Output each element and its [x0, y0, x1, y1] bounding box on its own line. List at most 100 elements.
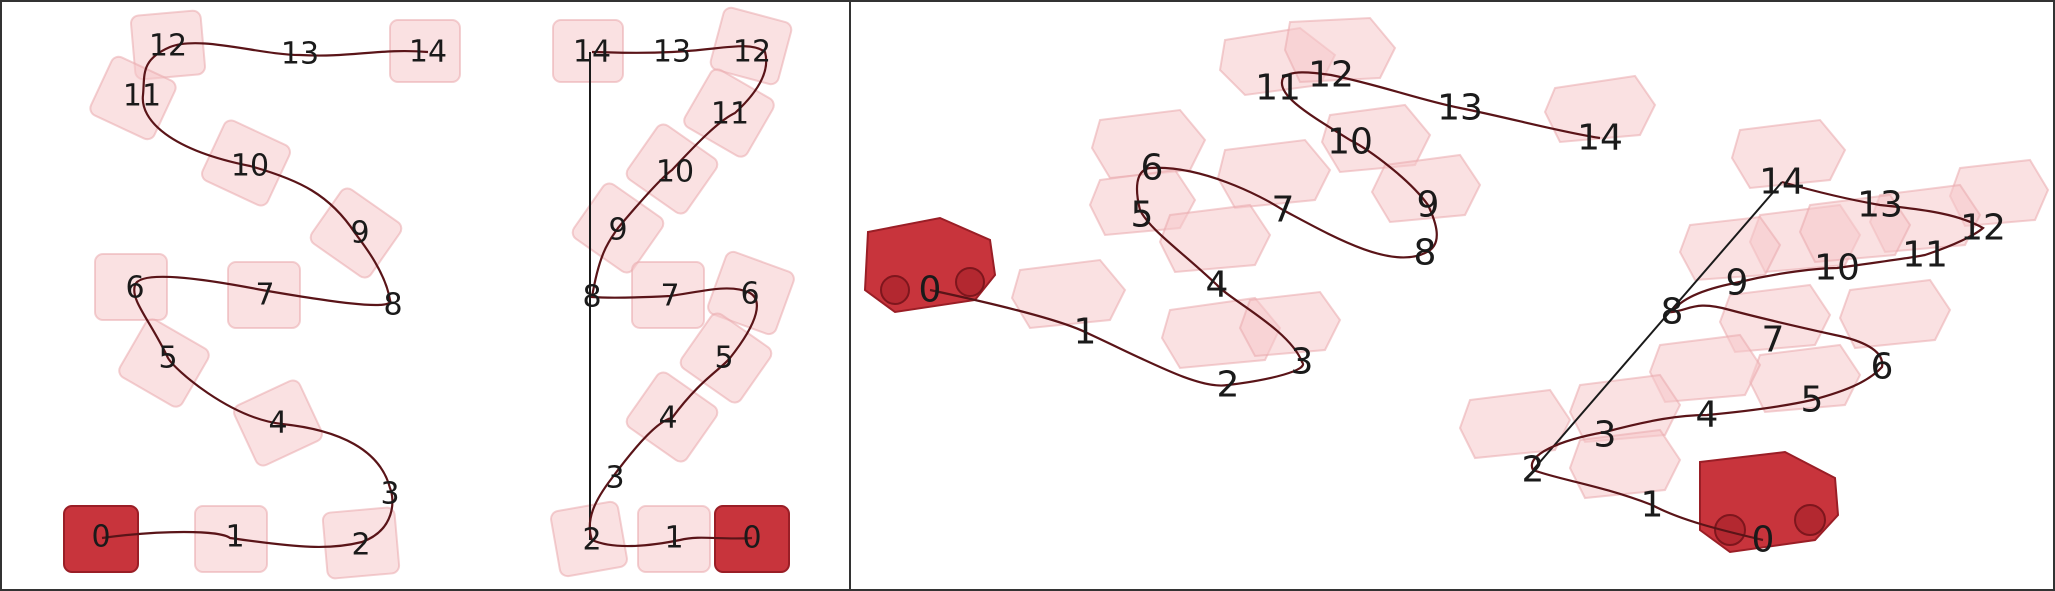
pose-label-8: 8	[1414, 233, 1437, 274]
car-pose-9	[1370, 153, 1482, 224]
pose-label-5: 5	[1801, 380, 1824, 421]
trajectory	[1530, 180, 1985, 542]
car-pose-4	[1158, 203, 1272, 274]
wheel	[880, 275, 910, 305]
pose-label-12: 12	[149, 29, 187, 64]
panel-c: 0 1 2 3 4 5 6 7 8 9 10 11 12 13 14	[863, 16, 1657, 406]
pose-label-12: 12	[1308, 55, 1354, 96]
car-pose-14	[1543, 74, 1657, 144]
car-pose-10	[1798, 193, 1912, 264]
car-pose-1	[1568, 428, 1682, 500]
pose-label-8: 8	[582, 280, 601, 315]
pose-label-9: 9	[1417, 185, 1440, 226]
panel-d: 0 1 2 3 4 5 6 7 8 9 10 11 12 13 14	[1458, 118, 2050, 561]
wheel	[955, 267, 985, 297]
pose-label-11: 11	[123, 79, 161, 114]
wheel	[1714, 514, 1746, 546]
pose-label-2: 2	[1217, 365, 1240, 406]
car-pose-5	[679, 312, 773, 404]
car-pose-7	[1718, 283, 1832, 354]
car-pose-8	[1678, 215, 1782, 282]
pose-label-0: 0	[1752, 520, 1775, 561]
pose-label-7: 7	[1762, 320, 1785, 361]
pose-label-4: 4	[268, 406, 287, 441]
pose-label-0: 0	[742, 521, 761, 556]
pose-label-10: 10	[1327, 122, 1373, 163]
shortcut-edge	[1532, 181, 1783, 471]
car-pose-3	[1568, 373, 1682, 444]
pose-label-11: 11	[1255, 68, 1301, 109]
pose-label-3: 3	[1291, 342, 1314, 383]
panel-d-cars	[1458, 118, 2050, 554]
pose-label-13: 13	[281, 37, 319, 72]
trajectory	[588, 45, 768, 548]
car-pose-2	[1458, 388, 1572, 460]
wheel	[1794, 504, 1826, 536]
pose-label-14: 14	[1759, 162, 1805, 203]
pose-label-0: 0	[919, 270, 942, 311]
pose-label-6: 6	[1871, 347, 1894, 388]
pose-label-3: 3	[1594, 415, 1617, 456]
pose-label-1: 1	[664, 521, 683, 556]
pose-label-11: 11	[711, 97, 749, 132]
car-pose-1	[1010, 258, 1127, 330]
pose-label-10: 10	[1814, 248, 1860, 289]
car-pose-6	[1838, 278, 1952, 350]
pose-label-9: 9	[350, 216, 369, 251]
car-pose-6	[94, 253, 168, 321]
pose-label-10: 10	[656, 155, 694, 190]
panel-b: 0 1 2 3 4 5 6 7 8 9 10 11 12 13 14	[550, 6, 795, 578]
panel-c-labels: 0 1 2 3 4 5 6 7 8 9 10 11 12 13 14	[919, 55, 1623, 406]
pose-label-8: 8	[1661, 292, 1684, 333]
pose-label-7: 7	[660, 279, 679, 314]
pose-label-9: 9	[1726, 263, 1749, 304]
pose-label-3: 3	[605, 461, 624, 496]
pose-label-13: 13	[1437, 88, 1483, 129]
pose-label-14: 14	[409, 35, 447, 70]
car-pose-5	[118, 318, 210, 408]
pose-label-11: 11	[1902, 235, 1948, 276]
pose-label-1: 1	[1641, 485, 1664, 526]
car-pose-14	[1730, 118, 1847, 190]
pose-label-14: 14	[1577, 118, 1623, 159]
panel-c-cars	[863, 16, 1657, 370]
panel-a-cars	[63, 9, 461, 580]
pose-label-2: 2	[1522, 450, 1545, 491]
pose-label-13: 13	[653, 35, 691, 70]
car-pose-7	[227, 261, 301, 329]
pose-label-12: 12	[1960, 208, 2006, 249]
car-pose-3	[1238, 290, 1342, 358]
car-pose-6	[1090, 108, 1207, 180]
pose-label-5: 5	[1131, 195, 1154, 236]
pose-label-14: 14	[573, 35, 611, 70]
pose-label-6: 6	[125, 271, 144, 306]
car-pose-14	[552, 19, 624, 83]
pose-label-1: 1	[225, 520, 244, 555]
panel-a: 0 1 2 3 4 5 6 7 8 9 10 11 12 13 14	[63, 9, 461, 580]
pose-label-10: 10	[231, 149, 269, 184]
panel-d-labels: 0 1 2 3 4 5 6 7 8 9 10 11 12 13 14	[1522, 162, 2006, 561]
pose-label-2: 2	[351, 528, 370, 563]
pose-label-4: 4	[1206, 265, 1229, 306]
pose-label-3: 3	[380, 477, 399, 512]
pose-label-9: 9	[608, 213, 627, 248]
pose-label-5: 5	[714, 341, 733, 376]
pose-label-7: 7	[255, 278, 274, 313]
pose-label-7: 7	[1272, 190, 1295, 231]
car-pose-12	[1283, 16, 1397, 84]
car-pose-1	[637, 505, 711, 573]
pose-label-12: 12	[733, 35, 771, 70]
pose-label-0: 0	[91, 520, 110, 555]
pose-label-2: 2	[582, 523, 601, 558]
pose-label-6: 6	[1141, 148, 1164, 189]
pose-label-4: 4	[1696, 395, 1719, 436]
pose-label-4: 4	[658, 401, 677, 436]
pose-label-5: 5	[158, 341, 177, 376]
panel-b-labels: 0 1 2 3 4 5 6 7 8 9 10 11 12 13 14	[573, 35, 771, 558]
car-pose-4	[1648, 333, 1762, 404]
car-pose-10	[201, 119, 291, 207]
trajectory	[929, 71, 1601, 387]
